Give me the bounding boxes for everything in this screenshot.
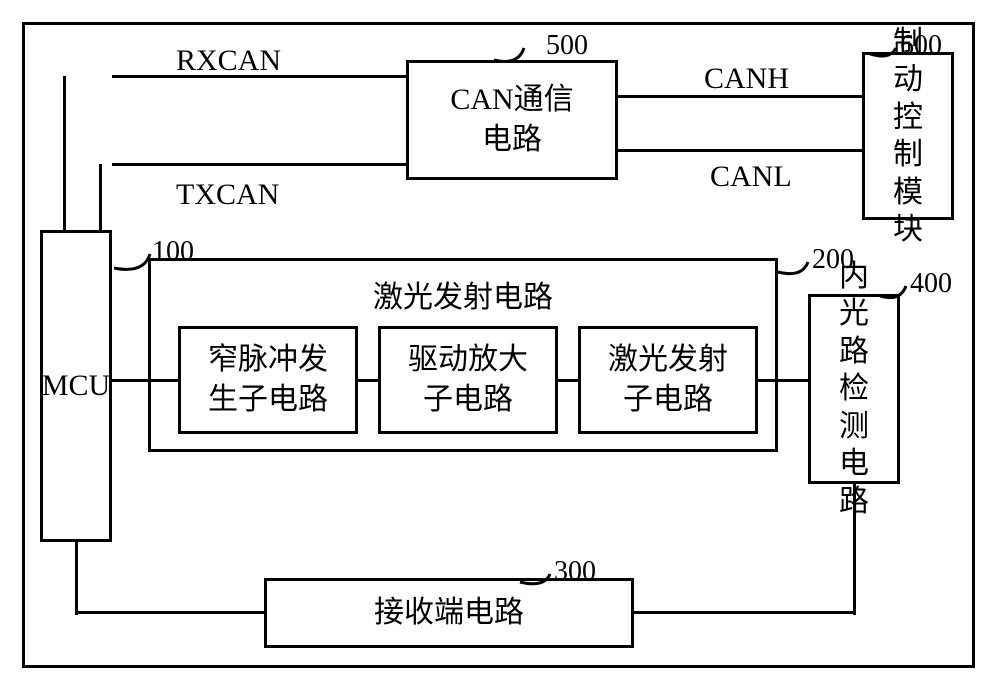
wire	[112, 163, 406, 166]
wire	[853, 484, 856, 615]
laser_outer-title: 激光发射电路	[148, 272, 778, 316]
mcu-label: MCU	[42, 366, 110, 407]
callout-hook	[500, 554, 570, 602]
callout-number: 500	[546, 30, 588, 62]
callout-hook	[850, 28, 916, 74]
wire	[758, 379, 808, 382]
drive-block: 驱动放大 子电路	[378, 326, 558, 434]
brake-block: 制动控制模块	[862, 52, 954, 220]
optical-block: 内光路检测电路	[808, 294, 900, 484]
wire	[99, 164, 102, 233]
wire-label: TXCAN	[176, 178, 279, 212]
wire	[558, 379, 578, 382]
callout-hook	[758, 242, 828, 292]
wire	[358, 379, 378, 382]
wire-label: RXCAN	[176, 44, 281, 78]
wire-label: CANH	[704, 62, 789, 96]
drive-label: 驱动放大 子电路	[408, 340, 528, 421]
can-label: CAN通信 电路	[450, 80, 573, 161]
emit-block: 激光发射 子电路	[578, 326, 758, 434]
wire	[618, 149, 862, 152]
callout-hook	[94, 234, 170, 288]
wire	[75, 542, 78, 615]
wire	[63, 76, 66, 233]
pulse-block: 窄脉冲发 生子电路	[178, 326, 358, 434]
pulse-label: 窄脉冲发 生子电路	[208, 340, 328, 421]
wire	[76, 611, 264, 614]
callout-hook	[860, 266, 926, 316]
wire	[634, 611, 854, 614]
wire-label: CANL	[710, 160, 792, 194]
emit-label: 激光发射 子电路	[608, 340, 728, 421]
recv-block: 接收端电路	[264, 578, 634, 648]
wire	[112, 379, 178, 382]
callout-hook	[474, 28, 544, 80]
